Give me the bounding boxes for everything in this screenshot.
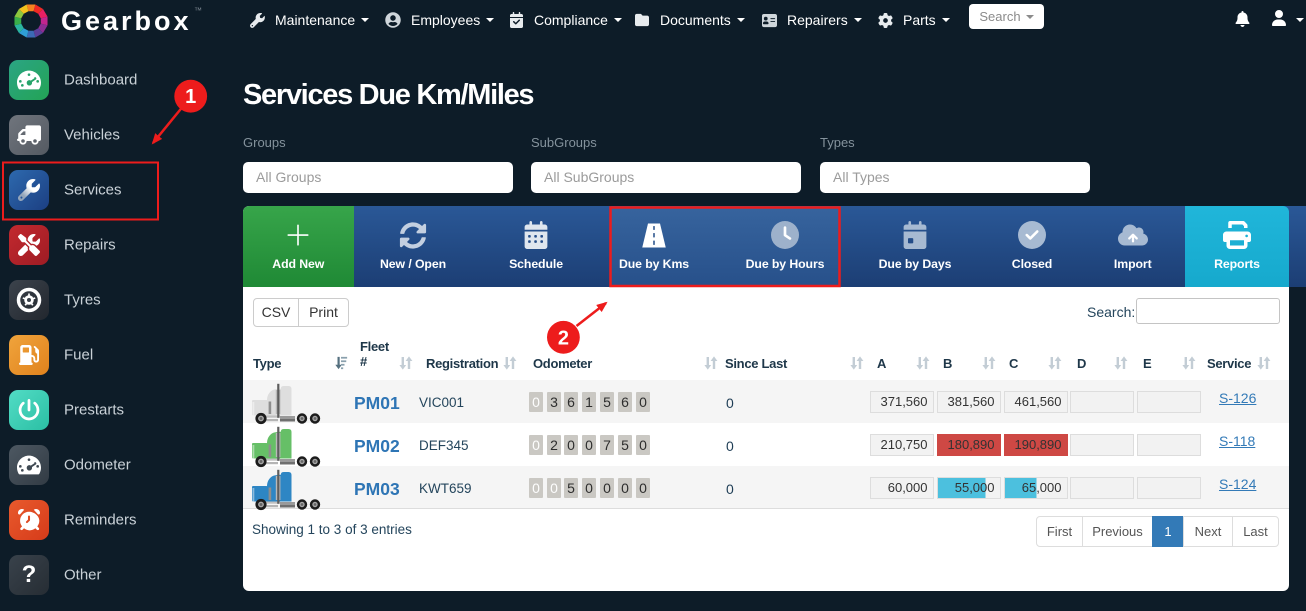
svg-text:1: 1 (185, 86, 196, 108)
svg-text:2: 2 (558, 327, 569, 349)
